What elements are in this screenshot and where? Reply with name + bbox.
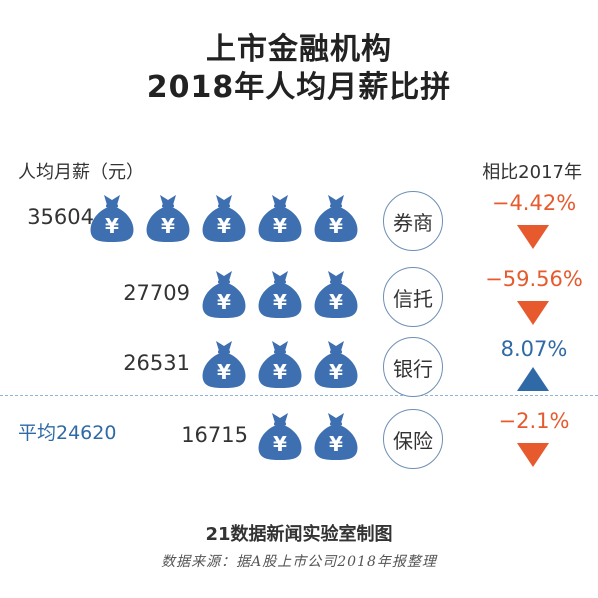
svg-text:¥: ¥: [329, 214, 343, 238]
down-arrow-icon: [517, 443, 549, 467]
title-line-2: 2018年人均月薪比拼: [146, 70, 452, 105]
footer-source: 数据来源：据A股上市公司2018年报整理: [161, 554, 437, 570]
money-bag-icon: ¥: [142, 191, 194, 243]
money-bag-icon: ¥: [198, 267, 250, 319]
svg-text:¥: ¥: [105, 214, 119, 238]
category-label: 信托: [383, 267, 443, 327]
money-bag-icon: ¥: [310, 337, 362, 389]
change-value: −2.1%: [498, 409, 570, 433]
svg-text:¥: ¥: [161, 214, 175, 238]
svg-text:¥: ¥: [329, 360, 343, 384]
money-bag-icon: ¥: [198, 191, 250, 243]
svg-text:¥: ¥: [273, 432, 287, 456]
svg-text:¥: ¥: [273, 290, 287, 314]
svg-text:¥: ¥: [329, 432, 343, 456]
down-arrow-icon: [517, 301, 549, 325]
average-label: 平均24620: [18, 422, 117, 444]
money-bag-icon: ¥: [310, 409, 362, 461]
money-bag-icon: ¥: [310, 191, 362, 243]
money-bag-icon: ¥: [198, 337, 250, 389]
change-value: 8.07%: [500, 337, 568, 361]
average-line: [0, 395, 598, 396]
salary-value: 35604: [27, 205, 94, 229]
svg-text:¥: ¥: [217, 290, 231, 314]
chart-row: 27709 ¥ ¥ ¥ 信托 −59.56%: [0, 263, 598, 327]
svg-text:¥: ¥: [217, 214, 231, 238]
money-bag-icon: ¥: [254, 191, 306, 243]
money-bag-icon: ¥: [254, 409, 306, 461]
header-change-label: 相比2017年: [482, 162, 582, 183]
salary-value: 16715: [181, 423, 248, 447]
chart-row: 16715 ¥ ¥ 保险 −2.1%: [0, 405, 598, 469]
svg-text:¥: ¥: [273, 360, 287, 384]
salary-value: 27709: [123, 281, 190, 305]
category-label: 银行: [383, 337, 443, 397]
footer-credit: 21数据新闻实验室制图: [205, 524, 393, 545]
money-bag-icon: ¥: [254, 337, 306, 389]
money-bag-icon: ¥: [254, 267, 306, 319]
header-salary-label: 人均月薪（元）: [18, 162, 144, 183]
title-line-1: 上市金融机构: [206, 32, 392, 67]
chart-row: 35604 ¥ ¥ ¥ ¥ ¥ 券商 −4.42%: [0, 187, 598, 251]
change-value: −59.56%: [485, 267, 583, 291]
money-bag-icon: ¥: [86, 191, 138, 243]
chart-row: 26531 ¥ ¥ ¥ 银行 8.07%: [0, 333, 598, 397]
svg-text:¥: ¥: [217, 360, 231, 384]
svg-text:¥: ¥: [273, 214, 287, 238]
category-label: 券商: [383, 191, 443, 251]
salary-value: 26531: [123, 351, 190, 375]
svg-text:¥: ¥: [329, 290, 343, 314]
up-arrow-icon: [517, 367, 549, 391]
money-bag-icon: ¥: [310, 267, 362, 319]
change-value: −4.42%: [491, 191, 577, 215]
down-arrow-icon: [517, 225, 549, 249]
category-label: 保险: [383, 409, 443, 469]
